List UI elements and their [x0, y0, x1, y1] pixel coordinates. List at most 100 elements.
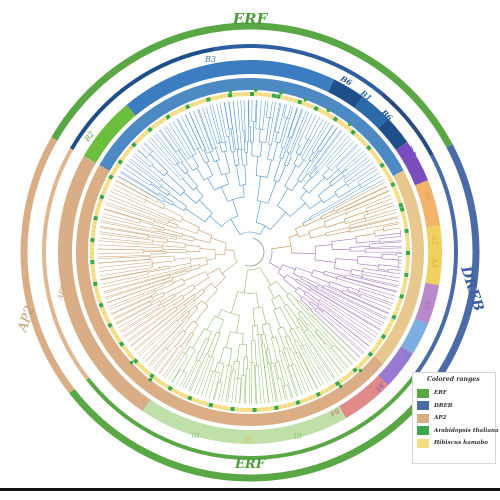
species-tick [353, 132, 360, 139]
branch-line [302, 218, 311, 224]
branch-leaf [118, 303, 162, 329]
branch-line [177, 226, 198, 234]
species-tick [384, 170, 390, 176]
branch-arc [205, 352, 210, 355]
branch-arc [346, 286, 349, 291]
branch-leaf [303, 331, 336, 379]
band-ap2 [58, 156, 151, 412]
branch-leaf [309, 287, 381, 330]
species-tick [385, 326, 391, 332]
branch-leaf [219, 102, 227, 137]
branch-line [274, 132, 278, 142]
branch-leaf [113, 184, 146, 201]
branch-arc [308, 288, 312, 293]
branch-line [323, 274, 337, 279]
branch-arc [323, 221, 327, 228]
branch-line [377, 268, 389, 271]
branch-line [219, 363, 225, 383]
branch-leaf [137, 301, 196, 355]
branch-arc [306, 324, 309, 327]
branch-leaf [301, 118, 324, 159]
branch-line [279, 306, 292, 329]
branch-arc [179, 344, 184, 348]
branch-leaf [323, 284, 389, 315]
branch-line [230, 291, 239, 314]
branch-line [173, 297, 185, 306]
branch-line [152, 260, 175, 264]
branch-leaf [336, 278, 396, 297]
branch-leaf [361, 277, 399, 286]
branch-leaf [338, 148, 362, 170]
branch-line [194, 288, 203, 296]
species-tick [93, 285, 99, 291]
branch-arc [382, 226, 385, 233]
branch-leaf [278, 104, 286, 133]
species-tick [401, 285, 407, 291]
branch-line [193, 291, 205, 302]
branch-line [300, 173, 308, 183]
branch-line [181, 313, 190, 322]
species-tick [191, 397, 197, 403]
species-tick [98, 302, 104, 308]
species-tick [119, 155, 126, 162]
branch-line [329, 168, 346, 184]
branch-leaf [344, 156, 369, 177]
branch-leaf [296, 340, 322, 387]
branch-leaf [247, 99, 249, 142]
branch-leaf [343, 159, 371, 181]
band-a6 [414, 180, 441, 228]
branch-line [269, 212, 287, 230]
species-tick [397, 298, 403, 304]
branch-arc [187, 153, 197, 160]
species-tick [321, 109, 327, 116]
branch-arc [267, 158, 274, 161]
branch-line [174, 257, 191, 260]
species-tick [161, 116, 168, 123]
legend-label-hibiscus: Hibiscus hamabo [434, 440, 489, 447]
branch-arc [195, 356, 198, 359]
branch-line [300, 298, 312, 310]
branch-leaf [98, 256, 150, 259]
species-tick [404, 228, 409, 234]
branch-leaf [162, 347, 184, 377]
branch-leaf [109, 290, 155, 310]
branch-line [311, 301, 324, 312]
branch-leaf [127, 307, 176, 343]
branch-line [182, 234, 195, 239]
branch-arc [162, 198, 166, 202]
branch-leaf [98, 240, 163, 246]
branch-leaf [212, 372, 221, 400]
branch-leaf [110, 191, 174, 219]
branch-arc [284, 186, 293, 191]
branch-leaf [346, 194, 392, 214]
branch-arc [357, 288, 360, 293]
branch-line [255, 156, 259, 176]
species-tick [374, 155, 380, 161]
branch-line [194, 277, 210, 288]
branch-leaf [228, 101, 236, 150]
branch-arc [295, 326, 300, 329]
species-tick [341, 375, 348, 382]
branch-line [288, 335, 297, 354]
branch-leaf [100, 270, 148, 281]
branch-leaf [294, 341, 318, 389]
branch-line [173, 278, 183, 283]
species-tick [90, 268, 96, 274]
branch-arc [267, 281, 277, 287]
branch-leaf [331, 347, 350, 368]
branch-leaf [310, 310, 361, 358]
branch-line [271, 245, 292, 250]
ring-clade-b2-b3 [69, 47, 215, 151]
branch-line [308, 177, 325, 194]
branch-leaf [318, 301, 374, 341]
species-tick [122, 151, 129, 158]
branch-line [347, 289, 361, 296]
branch-leaf [137, 149, 147, 158]
legend-item-dreb: DREB [417, 400, 492, 413]
branch-leaf [124, 303, 174, 338]
branch-line [152, 240, 168, 243]
branch-line [302, 177, 312, 188]
branch-leaf [273, 363, 282, 401]
species-tick [389, 318, 395, 324]
